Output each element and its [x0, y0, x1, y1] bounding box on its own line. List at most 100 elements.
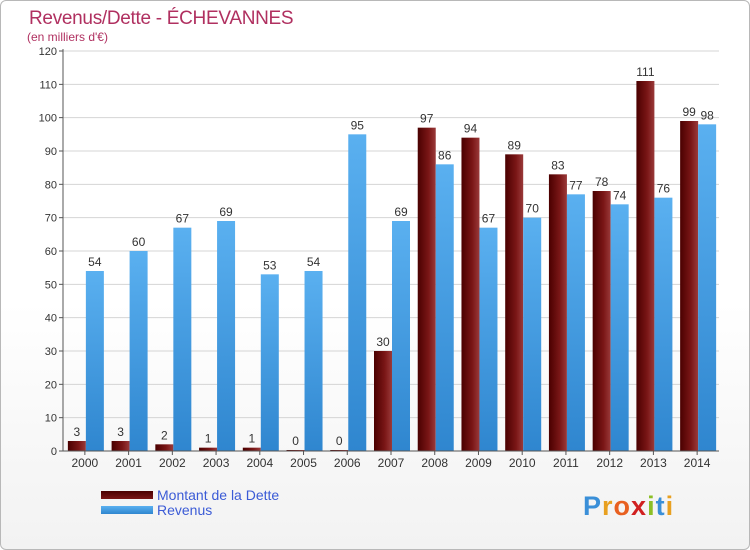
bar-debt-2011 — [548, 174, 567, 452]
data-label-debt-2005: 0 — [292, 434, 299, 448]
bar-debt-2012 — [592, 191, 611, 451]
bar-debt-2001 — [111, 441, 130, 451]
data-label-debt-2012: 78 — [595, 175, 609, 189]
legend-item-debt: Montant de la Dette — [101, 486, 280, 503]
logo-letter: x — [631, 491, 648, 521]
x-tick-label: 2006 — [334, 456, 361, 470]
data-label-revenus-2005: 54 — [307, 255, 321, 269]
x-tick-label: 2009 — [465, 456, 492, 470]
x-tick-label: 2005 — [290, 456, 317, 470]
x-tick-label: 2003 — [203, 456, 230, 470]
logo-letter: t — [655, 491, 666, 521]
bar-debt-2008 — [417, 127, 436, 452]
bar-revenus-2014 — [698, 124, 717, 451]
legend-swatch-revenus — [101, 505, 153, 514]
data-label-debt-2008: 97 — [420, 112, 434, 126]
y-tick-label: 40 — [45, 313, 57, 325]
data-label-revenus-2006: 95 — [351, 118, 365, 132]
data-label-debt-2006: 0 — [336, 434, 343, 448]
y-tick-label: 90 — [45, 146, 57, 158]
bar-debt-2013 — [636, 81, 655, 451]
data-label-revenus-2004: 53 — [263, 258, 277, 272]
data-label-debt-2001: 3 — [117, 425, 124, 439]
legend: Montant de la Dette Revenus — [101, 486, 280, 518]
bar-debt-2000 — [67, 441, 86, 451]
bar-debt-2004 — [242, 447, 261, 451]
bar-revenus-2002 — [173, 227, 192, 451]
x-tick-label: 2002 — [159, 456, 186, 470]
chart-subtitle: (en milliers d'€) — [27, 30, 108, 44]
legend-label-revenus: Revenus — [157, 501, 213, 518]
bar-revenus-2009 — [479, 227, 498, 451]
x-tick-label: 2008 — [421, 456, 448, 470]
legend-label-debt: Montant de la Dette — [157, 486, 280, 503]
y-tick-label: 10 — [45, 413, 57, 425]
data-label-revenus-2008: 86 — [438, 148, 452, 162]
data-label-debt-2009: 94 — [464, 122, 478, 136]
logo-letter: i — [647, 491, 656, 521]
data-label-debt-2002: 2 — [161, 428, 168, 442]
bar-revenus-2013 — [654, 197, 673, 451]
bar-revenus-2005 — [304, 271, 323, 451]
chart-title: Revenus/Dette - ÉCHEVANNES — [29, 8, 294, 29]
data-label-revenus-2003: 69 — [219, 205, 233, 219]
bar-debt-2009 — [461, 137, 480, 451]
data-label-debt-2000: 3 — [74, 425, 81, 439]
bar-debt-2003 — [199, 447, 218, 451]
logo-letter: o — [613, 491, 632, 521]
data-label-debt-2007: 30 — [376, 335, 390, 349]
bar-revenus-2008 — [435, 164, 454, 452]
data-label-debt-2010: 89 — [508, 138, 522, 152]
x-tick-label: 2012 — [596, 456, 623, 470]
bar-revenus-2004 — [260, 274, 279, 451]
bar-revenus-2006 — [348, 134, 367, 452]
bar-debt-2014 — [680, 121, 699, 451]
data-label-debt-2004: 1 — [248, 432, 255, 446]
y-tick-label: 100 — [39, 113, 57, 125]
data-label-revenus-2001: 60 — [132, 235, 146, 249]
bar-debt-2002 — [155, 444, 174, 451]
y-tick-label: 60 — [45, 246, 57, 258]
bar-debt-2010 — [505, 154, 524, 452]
logo-letter: i — [665, 491, 675, 521]
y-tick-label: 110 — [39, 79, 57, 91]
y-tick-label: 30 — [45, 346, 57, 358]
data-label-debt-2013: 111 — [636, 65, 655, 79]
data-label-revenus-2007: 69 — [394, 205, 408, 219]
data-label-debt-2011: 83 — [551, 158, 565, 172]
data-label-revenus-2013: 76 — [657, 182, 671, 196]
bar-revenus-2010 — [523, 217, 542, 451]
y-tick-label: 70 — [45, 213, 57, 225]
x-tick-label: 2007 — [378, 456, 405, 470]
legend-swatch-debt — [101, 490, 153, 499]
bar-revenus-2007 — [392, 221, 410, 451]
y-tick-label: 50 — [45, 279, 57, 291]
data-label-debt-2003: 1 — [205, 432, 212, 446]
logo-letter: r — [602, 491, 614, 521]
x-tick-label: 2014 — [684, 456, 711, 470]
y-tick-label: 0 — [51, 446, 57, 458]
legend-item-revenus: Revenus — [101, 501, 279, 518]
x-tick-label: 2000 — [72, 456, 99, 470]
data-label-revenus-2009: 67 — [482, 212, 496, 226]
data-label-revenus-2011: 77 — [569, 178, 583, 192]
proxiti-logo: Proxiti — [583, 491, 674, 522]
bar-revenus-2003 — [217, 221, 236, 451]
y-tick-label: 80 — [45, 179, 57, 191]
y-tick-label: 20 — [45, 379, 57, 391]
data-label-revenus-2000: 54 — [88, 255, 102, 269]
logo-letter: P — [583, 491, 603, 521]
data-label-revenus-2002: 67 — [176, 212, 190, 226]
data-label-debt-2014: 99 — [682, 105, 696, 119]
x-tick-label: 2004 — [246, 456, 273, 470]
x-tick-label: 2001 — [115, 456, 142, 470]
bar-revenus-2011 — [566, 194, 585, 452]
x-tick-label: 2010 — [509, 456, 536, 470]
bar-revenus-2012 — [610, 204, 629, 451]
data-label-revenus-2012: 74 — [613, 188, 627, 202]
x-tick-label: 2013 — [640, 456, 667, 470]
data-label-revenus-2014: 98 — [700, 108, 714, 122]
y-tick-label: 120 — [39, 46, 57, 58]
